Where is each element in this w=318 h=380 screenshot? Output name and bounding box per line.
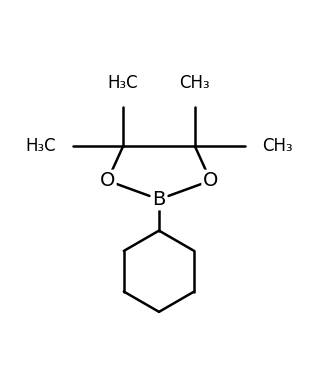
- Text: B: B: [152, 190, 166, 209]
- Text: H₃C: H₃C: [108, 74, 138, 92]
- Text: O: O: [100, 171, 115, 190]
- Text: O: O: [203, 171, 218, 190]
- Text: CH₃: CH₃: [262, 137, 293, 155]
- Text: CH₃: CH₃: [180, 74, 210, 92]
- Text: H₃C: H₃C: [25, 137, 56, 155]
